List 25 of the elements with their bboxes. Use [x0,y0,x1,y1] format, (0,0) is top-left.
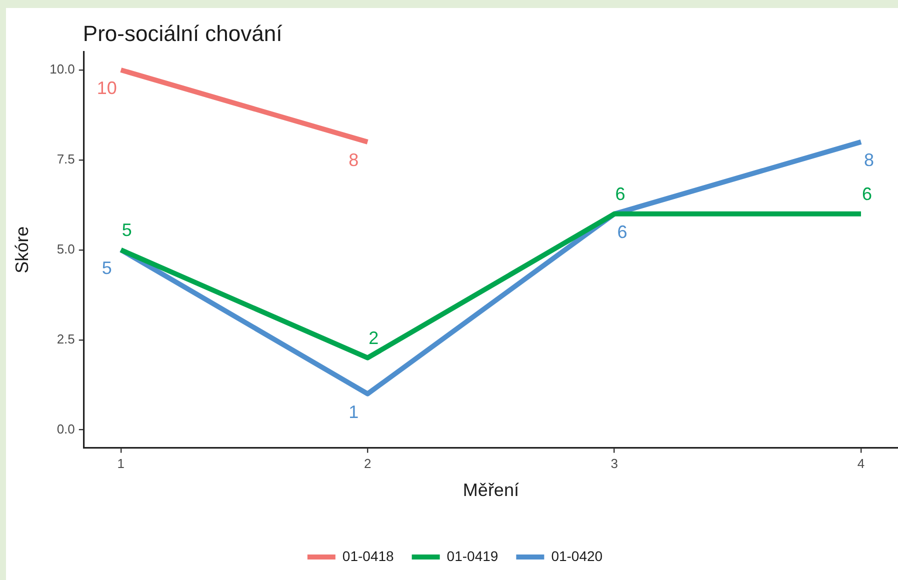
x-axis-title: Měření [462,480,519,500]
data-label: 5 [102,258,112,278]
data-label: 6 [615,184,626,204]
data-label: 5 [122,220,132,240]
y-axis-title: Skóre [12,226,32,274]
data-label: 8 [348,150,359,170]
y-tick-label: 7.5 [56,152,75,167]
y-tick-label: 2.5 [56,331,75,346]
x-tick-label: 2 [364,456,372,472]
legend-label: 01-0420 [551,548,603,564]
x-tick-label: 3 [610,456,618,472]
x-tick-label: 1 [117,456,125,472]
data-label: 8 [864,150,874,170]
legend-label: 01-0419 [446,548,498,564]
y-tick-label: 0.0 [56,421,75,436]
x-tick-label: 4 [857,456,865,472]
legend-label: 01-0418 [342,548,394,564]
y-tick-label: 5.0 [56,241,75,256]
data-label: 2 [368,328,379,348]
data-label: 6 [617,222,628,242]
y-tick-label: 10.0 [50,62,75,77]
data-label: 6 [862,184,872,204]
data-label: 10 [96,78,117,98]
chart-title: Pro-sociální chování [82,21,282,46]
data-label: 1 [348,402,359,422]
